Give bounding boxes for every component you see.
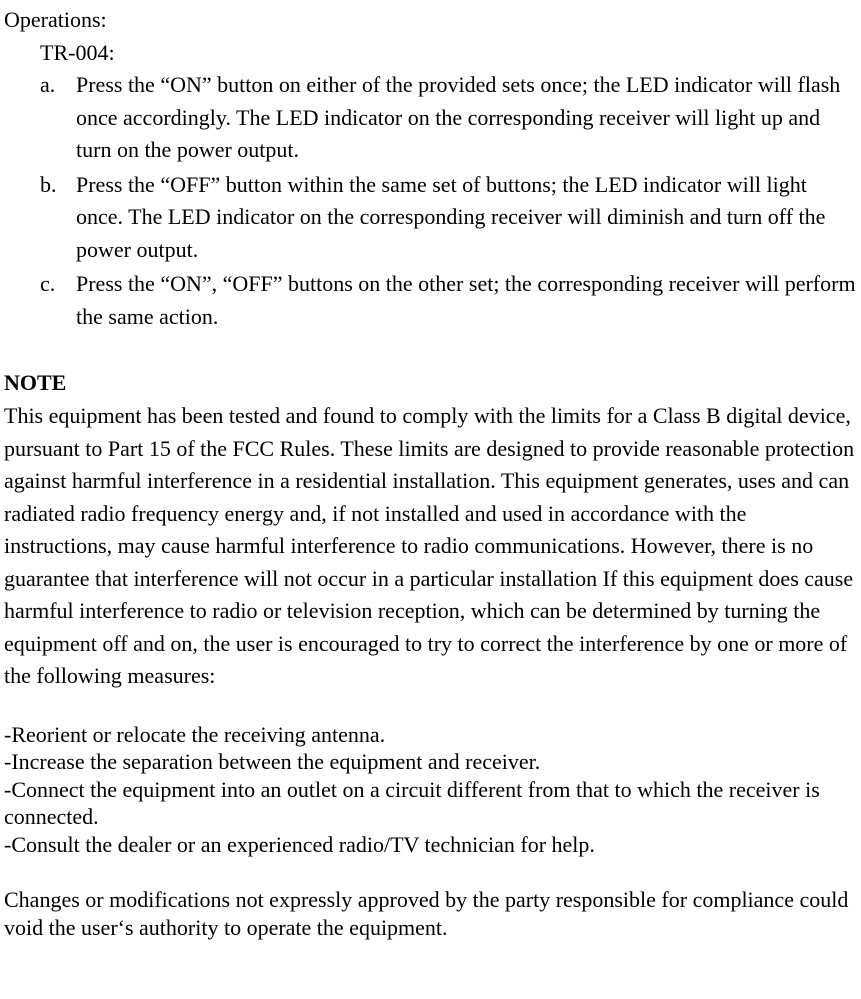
measure-item: -Reorient or relocate the receiving ante…: [4, 721, 857, 749]
measure-item: -Connect the equipment into an outlet on…: [4, 776, 857, 831]
note-heading: NOTE: [4, 367, 857, 400]
operations-item: b. Press the “OFF” button within the sam…: [40, 169, 857, 267]
operations-item: a. Press the “ON” button on either of th…: [40, 69, 857, 167]
footer-paragraph: Changes or modifications not expressly a…: [4, 886, 857, 941]
spacer: [4, 693, 857, 721]
operations-heading: Operations:: [4, 4, 857, 37]
list-text: Press the “ON” button on either of the p…: [76, 69, 857, 167]
spacer: [4, 335, 857, 367]
measure-item: -Consult the dealer or an experienced ra…: [4, 831, 857, 859]
document-page: Operations: TR-004: a. Press the “ON” bu…: [0, 0, 861, 945]
list-marker: b.: [40, 169, 76, 267]
list-marker: c.: [40, 268, 76, 333]
note-body: This equipment has been tested and found…: [4, 400, 857, 693]
spacer: [4, 858, 857, 886]
operations-item: c. Press the “ON”, “OFF” buttons on the …: [40, 268, 857, 333]
list-marker: a.: [40, 69, 76, 167]
operations-list: a. Press the “ON” button on either of th…: [40, 69, 857, 333]
measure-item: -Increase the separation between the equ…: [4, 748, 857, 776]
operations-model: TR-004:: [40, 37, 857, 70]
list-text: Press the “ON”, “OFF” buttons on the oth…: [76, 268, 857, 333]
list-text: Press the “OFF” button within the same s…: [76, 169, 857, 267]
